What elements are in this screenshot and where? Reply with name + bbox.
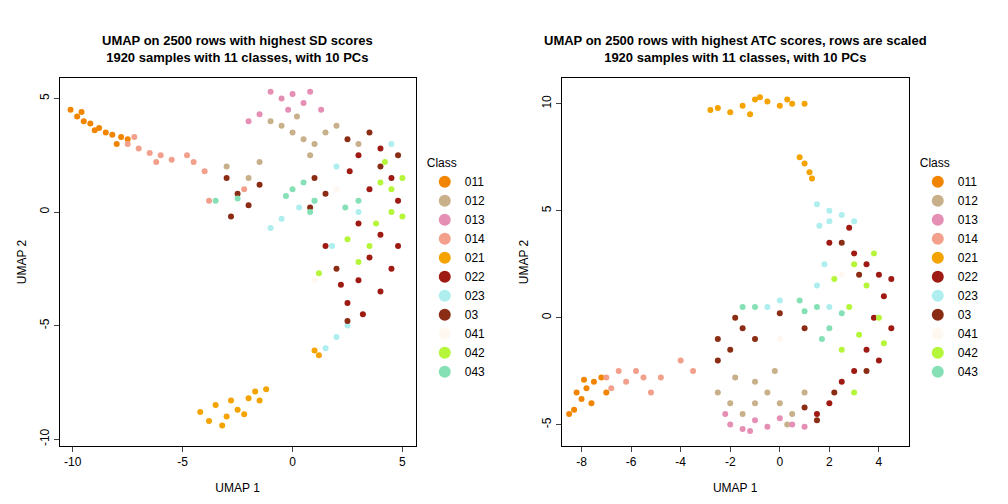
svg-text:041: 041 [958,327,978,341]
svg-text:Class: Class [427,156,457,170]
svg-text:041: 041 [465,327,485,341]
svg-text:014: 014 [958,232,978,246]
svg-text:5: 5 [399,455,406,469]
svg-text:021: 021 [958,251,978,265]
svg-text:UMAP on 2500 rows with highest: UMAP on 2500 rows with highest ATC score… [544,33,927,65]
svg-text:03: 03 [958,308,972,322]
svg-text:UMAP 1: UMAP 1 [215,481,260,495]
svg-text:021: 021 [465,251,485,265]
svg-text:-8: -8 [576,455,587,469]
svg-text:012: 012 [958,194,978,208]
svg-text:042: 042 [465,346,485,360]
svg-text:0: 0 [289,455,296,469]
svg-text:013: 013 [958,213,978,227]
svg-text:014: 014 [465,232,485,246]
svg-text:UMAP 1: UMAP 1 [713,481,758,495]
svg-text:-10: -10 [38,428,52,446]
svg-text:023: 023 [465,289,485,303]
svg-text:-6: -6 [626,455,637,469]
svg-text:4: 4 [876,455,883,469]
svg-text:UMAP on 2500 rows with highest: UMAP on 2500 rows with highest SD scores… [102,33,373,65]
svg-text:5: 5 [38,93,52,100]
svg-text:10: 10 [540,95,554,109]
svg-text:011: 011 [958,175,977,189]
svg-text:043: 043 [958,365,978,379]
svg-text:-5: -5 [177,455,188,469]
svg-text:03: 03 [465,308,479,322]
svg-text:-2: -2 [725,455,736,469]
svg-text:UMAP 2: UMAP 2 [15,239,29,284]
svg-text:022: 022 [958,270,978,284]
svg-text:-5: -5 [38,318,52,329]
svg-text:0: 0 [540,312,554,319]
svg-text:2: 2 [826,455,833,469]
svg-text:-10: -10 [64,455,82,469]
svg-text:013: 013 [465,213,485,227]
svg-text:043: 043 [465,365,485,379]
svg-text:0: 0 [776,455,783,469]
svg-text:5: 5 [540,205,554,212]
svg-text:042: 042 [958,346,978,360]
svg-text:023: 023 [958,289,978,303]
svg-text:Class: Class [920,156,950,170]
svg-text:011: 011 [465,175,484,189]
svg-text:UMAP 2: UMAP 2 [517,239,531,284]
svg-text:012: 012 [465,194,485,208]
svg-text:0: 0 [38,207,52,214]
svg-text:022: 022 [465,270,485,284]
svg-text:-5: -5 [540,417,554,428]
svg-text:-4: -4 [675,455,686,469]
